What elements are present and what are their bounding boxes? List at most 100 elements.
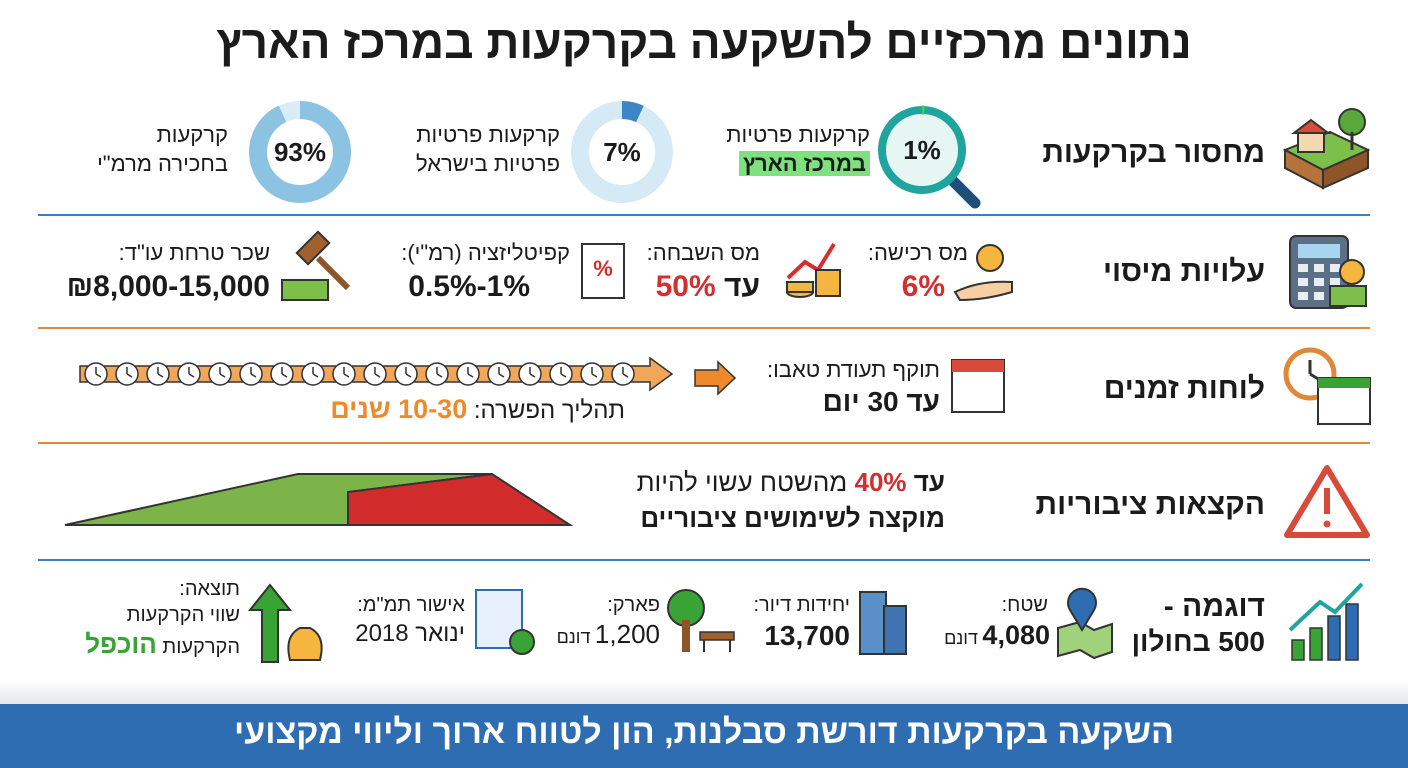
allocation-line: מוקצה לשימושים ציבוריים: [640, 503, 945, 533]
document-percent-icon: %: [581, 243, 625, 299]
stat-line: קרקעות פרטיות: [416, 122, 560, 147]
clock-hand: [126, 373, 133, 378]
tax-label: קפיטליזציה (רמ"י):: [401, 240, 570, 265]
example-value: 1,200 דונם: [556, 619, 660, 650]
example-number: 13,700: [764, 620, 850, 651]
growth-chart-icon: [1288, 582, 1364, 661]
warning-icon: [1284, 465, 1370, 538]
row-label: לוחות זמנים: [1103, 372, 1265, 405]
clock-hand: [467, 373, 474, 378]
percent-arc: [877, 105, 967, 195]
clock-hand: [281, 373, 288, 378]
allocation-text: עד 40% מהשטח עשוי להיות: [636, 467, 945, 498]
row-label: הקצאות ציבוריות: [1035, 488, 1265, 521]
coin-hand-icon: [953, 244, 1013, 302]
example-label: יחידות דיור:: [753, 594, 850, 616]
clock-hand: [250, 373, 257, 378]
allocation-prefix: עד: [913, 467, 945, 497]
timeline-clocks: [84, 362, 635, 386]
stat-line: קרקעות פרטיות: [726, 122, 870, 147]
time-value: 10-30 שנים: [330, 394, 468, 424]
park-icon: [667, 589, 735, 652]
example-label: פארק:: [607, 594, 660, 616]
small-arrow: [694, 360, 737, 396]
clock-hand: [312, 373, 319, 378]
tax-amount: ₪8,000-15,000: [66, 270, 270, 303]
svg-text:%: %: [593, 256, 613, 281]
clock-hand: [219, 373, 226, 378]
clock-hand: [188, 373, 195, 378]
example-value: 4,080 דונם: [944, 620, 1050, 651]
stat-line: בחכירה מרמ"י: [97, 151, 228, 177]
example-unit: דונם: [556, 627, 591, 647]
stat-line: פרטיות בישראל: [416, 151, 560, 177]
map-pin-icon: [1057, 587, 1113, 660]
coins-chart-icon: [786, 242, 841, 298]
footer-bar: [0, 704, 1408, 768]
stat-highlight: במרכז הארץ: [738, 151, 870, 177]
row-label: עלויות מיסוי: [1102, 255, 1265, 288]
allocation-line: מהשטח עשוי להיות: [636, 467, 848, 497]
tax-label: מס רכישה:: [867, 240, 968, 265]
tax-label: שכר טרחת עו"ד:: [118, 240, 270, 265]
clock-hand: [560, 373, 567, 378]
percent-label: 1%: [903, 135, 941, 165]
title: נתונים מרכזיים להשקעה בקרקעות במרכז הארץ: [216, 16, 1192, 68]
clock-hand: [498, 373, 505, 378]
example-number: 4,080: [982, 620, 1050, 650]
percent-arc: [249, 101, 351, 203]
time-value: עד 30 יום: [822, 386, 940, 417]
gavel-icon: [281, 230, 351, 301]
calendar-icon: [951, 359, 1005, 413]
calculator-icon: [1289, 235, 1367, 309]
time-label: תהליך הפשרה:: [473, 397, 625, 424]
clock-hand: [157, 373, 164, 378]
tax-amount: 0.5%-1%: [408, 270, 530, 303]
clock-hand: [343, 373, 350, 378]
result-label: תוצאה:: [179, 578, 240, 600]
land-icon: [1282, 108, 1371, 190]
clock-hand: [622, 373, 629, 378]
result-line: הקרקעות הוכפל: [85, 629, 240, 660]
public-share-shape: [347, 472, 574, 526]
approval-doc-icon: [475, 589, 535, 655]
clock-hand: [529, 373, 536, 378]
stat-label: קרקעות פרטיות במרכז הארץ: [726, 122, 870, 177]
clock-hand: [591, 373, 598, 378]
result-line: שווי הקרקעות: [126, 604, 240, 626]
clock-hand: [95, 373, 102, 378]
example-number: 1,200: [594, 619, 660, 649]
clock-hand: [405, 373, 412, 378]
row-label: מחסור בקרקעות: [1042, 136, 1265, 169]
tax-value: עד 50%: [656, 270, 760, 305]
stat-label: קרקעות בחכירה מרמ"י: [97, 122, 228, 177]
footer-shadow: [0, 680, 1408, 704]
tax-value: 6%: [901, 270, 945, 303]
settlement: תהליך הפשרה: 10-30 שנים: [330, 394, 625, 425]
time-label: תוקף תעודת טאבו:: [766, 357, 940, 382]
tax-label: מס השבחה:: [646, 240, 760, 265]
tax-prefix: עד: [723, 270, 760, 303]
example-subtitle: 500 בחולון: [1131, 626, 1265, 657]
tax-value: 0.5%-1%: [408, 270, 530, 305]
building-icon: [859, 591, 907, 655]
percent-label: 7%: [603, 137, 641, 167]
example-label: אישור תמ"מ:: [357, 594, 465, 616]
tax-value: ₪8,000-15,000: [67, 270, 270, 305]
tax-amount: 50%: [655, 270, 716, 303]
value-up-icon: [247, 583, 323, 663]
example-unit: דונם: [944, 628, 978, 648]
clock-hand: [374, 373, 381, 378]
example-number: ינואר 2018: [355, 620, 465, 647]
percent-label: 93%: [273, 137, 327, 167]
result-highlight: הוכפל: [85, 629, 157, 659]
footer-text: השקעה בקרקעות דורשת סבלנות, הון לטווח אר…: [234, 713, 1174, 751]
allocation-highlight: 40%: [854, 467, 907, 497]
clock-hand: [436, 373, 443, 378]
clock-calendar-icon: [1283, 347, 1371, 425]
stat-label: קרקעות פרטיות פרטיות בישראל: [416, 122, 560, 177]
example-title: דוגמה -: [1163, 590, 1265, 623]
result-text: הקרקעות: [162, 636, 240, 658]
